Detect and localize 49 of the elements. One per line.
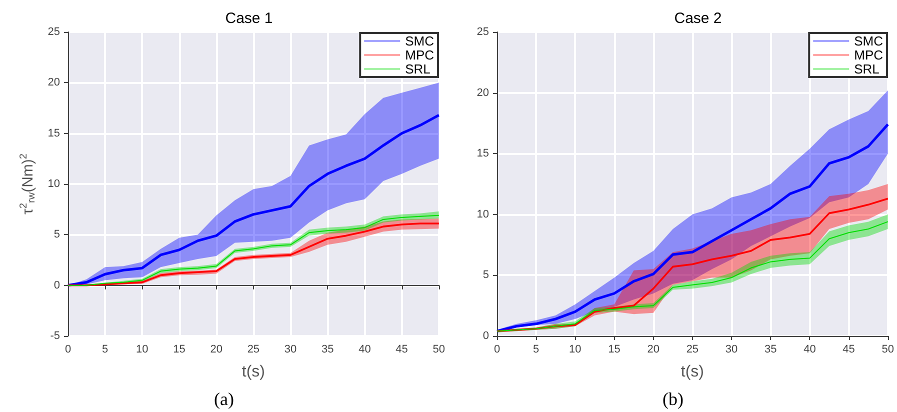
x-tick-label: 45 (842, 344, 855, 356)
y-tick-label: 15 (476, 148, 489, 160)
y-tick-label: 10 (48, 178, 60, 190)
text: (a) (214, 389, 234, 409)
x-tick-label: 40 (804, 344, 816, 356)
x-tick-label: 5 (102, 344, 108, 356)
x-axis-title: t(s) (680, 364, 704, 380)
x-tick-label: 35 (321, 344, 334, 356)
y-tick-label: 0 (54, 279, 60, 292)
x-tick-label: 30 (284, 344, 297, 356)
legend-label: SMC (854, 34, 883, 48)
x-tick-label: 0 (64, 344, 72, 356)
chart-title: Case 2 (674, 10, 722, 27)
x-tick-label: 5 (533, 344, 540, 356)
x-tick-label: 20 (210, 344, 222, 356)
x-tick-label: 40 (358, 344, 371, 356)
x-tick-label: 0 (494, 344, 500, 356)
y-tick-label: 10 (476, 208, 489, 220)
y-tick-label: 25 (476, 26, 489, 38)
text: (b) (662, 389, 684, 409)
x-axis-title: t(s) (242, 364, 265, 380)
x-tick-label: 30 (725, 344, 738, 356)
x-tick-label: 15 (608, 344, 620, 356)
y-tick-label: 0 (482, 330, 489, 342)
x-tick-label: 50 (432, 344, 446, 356)
x-tick-label: 25 (686, 344, 699, 356)
y-axis-title: τ2rw(Nm)2 (18, 153, 38, 214)
x-tick-label: 10 (136, 344, 148, 356)
x-tick-label: 15 (173, 344, 186, 356)
y-tick-label: 5 (54, 228, 60, 241)
legend-label: SMC (405, 34, 434, 48)
line-series (66, 114, 440, 287)
legend-label: SRL (854, 62, 880, 76)
x-tick-label: 20 (647, 344, 660, 356)
legend-label: MPC (854, 48, 883, 62)
x-tick-label: 25 (247, 344, 260, 356)
y-tick-label: 15 (48, 127, 60, 140)
y-tick-label: -5 (50, 330, 60, 342)
x-tick-label: 35 (764, 344, 777, 356)
y-tick-label: 25 (48, 26, 60, 38)
x-tick-label: 50 (882, 344, 894, 356)
x-tick-label: 45 (396, 344, 408, 356)
y-tick-label: 20 (476, 86, 489, 99)
legend-label: MPC (405, 48, 434, 62)
x-tick-label: 10 (569, 344, 582, 356)
chart-title: Case 1 (225, 10, 273, 27)
y-tick-label: 20 (48, 76, 60, 89)
legend-label: SRL (405, 62, 430, 76)
y-tick-label: 5 (482, 269, 489, 282)
